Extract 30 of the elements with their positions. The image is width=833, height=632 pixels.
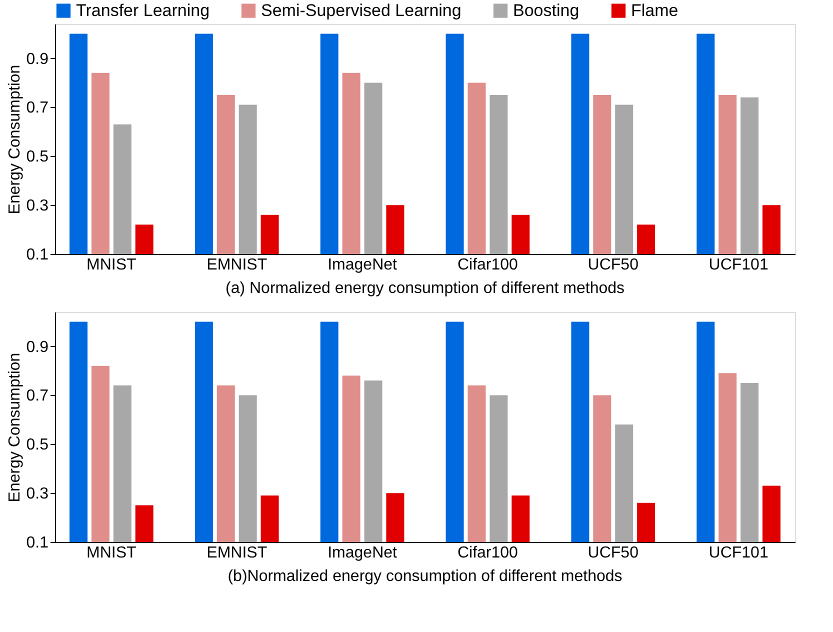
y-axis-title: Energy Consumption <box>6 352 24 502</box>
legend-label: Transfer Learning <box>76 0 210 20</box>
x-tick-label: UCF101 <box>708 256 768 274</box>
x-tick-label: Cifar100 <box>457 256 518 274</box>
text: (b)Normalized energy consumption of different methods <box>228 568 622 585</box>
x-tick-label: ImageNet <box>328 256 398 274</box>
y-axis-title: Energy Consumption <box>6 64 24 214</box>
x-tick-label: EMNIST <box>206 256 268 274</box>
x-tick-label: Cifar100 <box>457 544 518 562</box>
legend-label: Boosting <box>513 0 580 20</box>
y-tick-label: 0.5 <box>26 148 49 166</box>
x-tick-label: UCF50 <box>588 256 639 274</box>
y-tick-label: 0.3 <box>26 486 49 503</box>
x-tick-label: ImageNet <box>328 544 398 562</box>
x-tick-label: MNIST <box>86 544 137 562</box>
y-tick-label: 0.3 <box>26 198 49 215</box>
y-tick-label: 0.7 <box>26 100 49 117</box>
legend-label: Semi-Supervised Learning <box>261 0 462 20</box>
y-tick-label: 0.5 <box>26 436 49 454</box>
y-tick-label: 0.7 <box>26 388 49 405</box>
y-tick-label: 0.9 <box>26 50 49 68</box>
x-tick-label: EMNIST <box>206 544 268 562</box>
y-tick-label: 0.1 <box>26 534 49 552</box>
x-tick-label: UCF50 <box>588 544 639 562</box>
x-tick-label: MNIST <box>86 256 137 274</box>
y-tick-label: 0.9 <box>26 338 49 356</box>
text: (a) Normalized energy consumption of different methods <box>225 280 625 297</box>
x-tick-label: UCF101 <box>708 544 768 562</box>
legend-label: Flame <box>631 0 678 20</box>
y-tick-label: 0.1 <box>26 246 49 264</box>
